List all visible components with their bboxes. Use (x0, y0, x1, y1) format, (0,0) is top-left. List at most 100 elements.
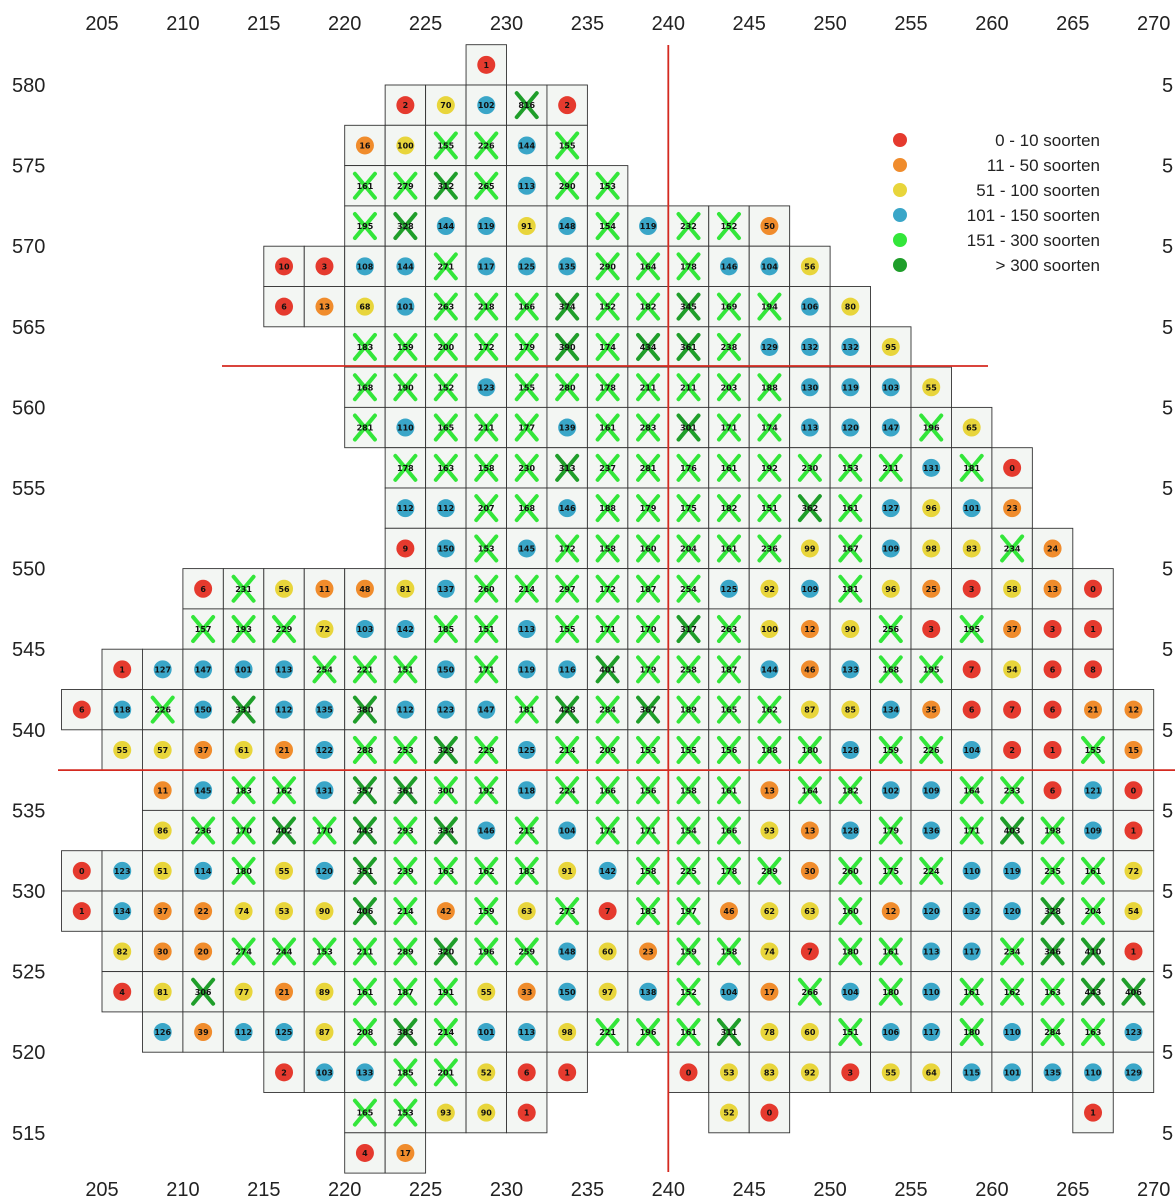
cell-marker: 104 (841, 982, 860, 1001)
dot-marker (275, 1063, 294, 1082)
cell-value: 237 (599, 464, 616, 473)
dot-marker (275, 297, 294, 316)
cell-value: 180 (842, 947, 859, 956)
cross-mark (716, 655, 741, 684)
dot-marker (275, 740, 294, 759)
cell-marker: 161 (352, 977, 377, 1006)
cross-mark (474, 655, 499, 684)
cross-mark (474, 937, 499, 966)
cell-value: 162 (276, 786, 293, 795)
cell-value: 158 (640, 867, 657, 876)
dot-marker (841, 660, 860, 679)
cell-value: 113 (518, 1028, 535, 1037)
cell-value: 3 (928, 625, 934, 634)
cell-value: 183 (357, 343, 374, 352)
grid-cell (991, 930, 1033, 973)
x-tick-bottom: 235 (571, 1179, 604, 1201)
cell-marker: 52 (477, 1063, 496, 1082)
cell-marker: 139 (558, 418, 577, 437)
cell-value: 0 (1131, 786, 1137, 795)
dot-marker (719, 257, 738, 276)
cell-marker: 134 (881, 700, 900, 719)
cell-marker: 179 (636, 494, 661, 523)
cell-marker: 221 (595, 1018, 620, 1047)
dot-marker (800, 1023, 819, 1042)
cell-marker: 265 (474, 171, 499, 200)
dot-marker (234, 982, 253, 1001)
cell-value: 39 (198, 1028, 210, 1037)
cell-value: 167 (842, 544, 859, 553)
dot-marker (841, 740, 860, 759)
cell-marker: 90 (315, 902, 334, 921)
cross-mark (474, 332, 499, 361)
cell-value: 152 (721, 222, 738, 231)
cell-marker: 162 (272, 776, 297, 805)
dot-marker (1043, 579, 1062, 598)
cell-marker: 176 (676, 453, 701, 482)
cell-value: 55 (926, 383, 938, 392)
cell-value: 153 (640, 746, 657, 755)
cross-mark (1000, 776, 1025, 805)
cell-value: 172 (559, 544, 576, 553)
cell-value: 139 (559, 424, 576, 433)
cell-value: 161 (721, 464, 738, 473)
cell-value: 109 (1085, 827, 1102, 836)
cell-marker: 123 (113, 861, 132, 880)
grid-cell (1072, 648, 1114, 690)
cell-value: 21 (278, 746, 290, 755)
cell-marker: 106 (800, 297, 819, 316)
cross-mark (716, 856, 741, 885)
x-tick-top: 220 (328, 13, 361, 35)
cross-mark (676, 534, 701, 563)
cell-value: 182 (640, 303, 657, 312)
cell-marker: 1 (1124, 821, 1143, 840)
cross-mark (636, 1018, 661, 1047)
dot-marker (113, 902, 132, 921)
cell-value: 162 (1004, 988, 1021, 997)
cell-value: 23 (643, 947, 654, 956)
cell-marker: 152 (676, 977, 701, 1006)
cross-mark (636, 615, 661, 644)
cell-value: 95 (885, 343, 897, 352)
cell-marker: 165 (716, 695, 741, 724)
cell-marker: 284 (595, 695, 620, 724)
y-tick-left: 545 (12, 639, 45, 661)
cross-mark (514, 816, 539, 845)
dot-marker (194, 660, 213, 679)
cell-marker: 112 (275, 700, 294, 719)
cell-value: 123 (478, 383, 495, 392)
cell-marker: 55 (922, 378, 941, 397)
cell-marker: 11 (153, 781, 172, 800)
cell-value: 351 (357, 867, 374, 876)
cell-marker: 401 (595, 655, 620, 684)
cross-mark (595, 615, 620, 644)
cell-value: 1 (1050, 746, 1056, 755)
cell-value: 13 (804, 827, 815, 836)
cross-mark (595, 252, 620, 281)
dot-marker (194, 740, 213, 759)
cell-marker: 201 (433, 1058, 458, 1087)
cell-value: 148 (559, 222, 576, 231)
dot-marker (962, 700, 981, 719)
cross-mark (838, 453, 863, 482)
cell-marker: 313 (555, 453, 580, 482)
cross-mark (393, 332, 418, 361)
y-tick-right: 5 (1162, 317, 1173, 339)
cell-marker: 187 (636, 574, 661, 603)
cell-marker: 158 (474, 453, 499, 482)
cross-mark (433, 735, 458, 764)
cell-marker: 80 (841, 297, 860, 316)
cross-mark (595, 373, 620, 402)
cell-value: 390 (559, 343, 576, 352)
cell-value: 132 (802, 343, 819, 352)
cell-marker: 171 (636, 816, 661, 845)
dot-marker (1124, 700, 1143, 719)
cell-value: 271 (437, 262, 454, 271)
dot-marker (800, 579, 819, 598)
cell-value: 281 (640, 464, 657, 473)
cell-marker: 37 (194, 740, 213, 759)
cell-value: 260 (478, 585, 495, 594)
cell-value: 132 (842, 343, 859, 352)
cross-mark (1040, 977, 1065, 1006)
cell-value: 2 (403, 101, 409, 110)
